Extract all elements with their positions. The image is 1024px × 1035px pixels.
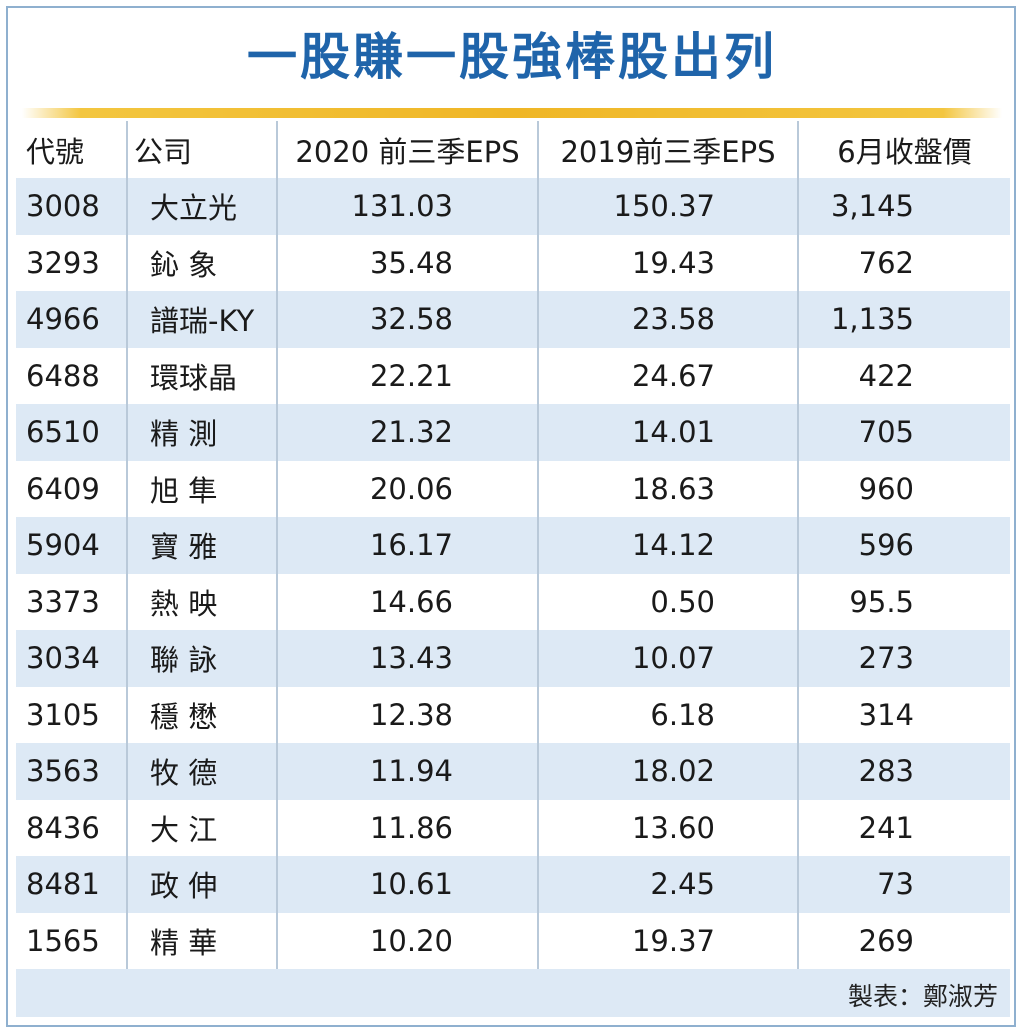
cell-price: 241 — [798, 799, 1010, 856]
cell-eps2020: 16.17 — [277, 517, 539, 574]
cell-eps2020: 14.66 — [277, 573, 539, 630]
cell-company: 熱 映 — [127, 573, 278, 630]
cell-eps2019: 18.63 — [538, 460, 799, 517]
cell-eps2020: 13.43 — [277, 630, 539, 687]
cell-eps2020: 131.03 — [277, 178, 539, 235]
title-underline — [22, 108, 1002, 118]
cell-eps2019: 24.67 — [538, 347, 799, 404]
table-row: 5904 寶 雅 16.17 14.12 596 — [16, 517, 1010, 574]
cell-eps2019: 150.37 — [538, 178, 799, 235]
cell-code: 6488 — [16, 347, 128, 404]
cell-eps2019: 6.18 — [538, 686, 799, 743]
cell-code: 3293 — [16, 234, 128, 291]
cell-company: 大 江 — [127, 799, 278, 856]
table-row: 3373 熱 映 14.66 0.50 95.5 — [16, 573, 1010, 630]
col-header-eps2019: 2019前三季EPS — [538, 121, 799, 178]
table-row: 8481 政 伸 10.61 2.45 73 — [16, 856, 1010, 913]
col-header-code: 代號 — [16, 121, 128, 178]
table-row: 3563 牧 德 11.94 18.02 283 — [16, 743, 1010, 800]
table-row: 3293 鈊 象 35.48 19.43 762 — [16, 234, 1010, 291]
cell-eps2020: 21.32 — [277, 404, 539, 461]
cell-eps2019: 10.07 — [538, 630, 799, 687]
cell-company: 穩 懋 — [127, 686, 278, 743]
table-row: 3105 穩 懋 12.38 6.18 314 — [16, 686, 1010, 743]
cell-code: 3563 — [16, 743, 128, 800]
cell-eps2019: 23.58 — [538, 291, 799, 348]
credit-text: 製表：鄭淑芳 — [847, 982, 998, 1011]
cell-company: 精 測 — [127, 404, 278, 461]
cell-eps2020: 10.61 — [277, 856, 539, 913]
cell-eps2019: 18.02 — [538, 743, 799, 800]
cell-eps2020: 11.86 — [277, 799, 539, 856]
cell-code: 3105 — [16, 686, 128, 743]
cell-code: 8436 — [16, 799, 128, 856]
cell-code: 5904 — [16, 517, 128, 574]
col-header-price: 6月收盤價 — [837, 134, 972, 169]
cell-price: 273 — [798, 630, 1010, 687]
cell-price: 269 — [798, 912, 1010, 969]
table-row: 6409 旭 隼 20.06 18.63 960 — [16, 460, 1010, 517]
cell-price: 95.5 — [798, 573, 1010, 630]
cell-company: 精 華 — [127, 912, 278, 969]
cell-eps2019: 19.43 — [538, 234, 799, 291]
table-row: 8436 大 江 11.86 13.60 241 — [16, 799, 1010, 856]
cell-code: 1565 — [16, 912, 128, 969]
table-row: 4966 譜瑞-KY 32.58 23.58 1,135 — [16, 291, 1010, 348]
page-title: 一股賺一股強棒股出列 — [247, 28, 777, 86]
cell-code: 6510 — [16, 404, 128, 461]
cell-eps2020: 20.06 — [277, 460, 539, 517]
cell-price: 1,135 — [798, 291, 1010, 348]
cell-price: 314 — [798, 686, 1010, 743]
cell-company: 譜瑞-KY — [127, 291, 278, 348]
table-row: 6510 精 測 21.32 14.01 705 — [16, 404, 1010, 461]
eps-table: 代號 公司 2020 前三季EPS 2019前三季EPS 6月收盤價 3008 大… — [16, 121, 1010, 969]
table-row: 1565 精 華 10.20 19.37 269 — [16, 912, 1010, 969]
footer-bar — [16, 969, 1010, 1017]
cell-company: 環球晶 — [127, 347, 278, 404]
cell-eps2020: 11.94 — [277, 743, 539, 800]
col-header-company: 公司 — [127, 121, 278, 178]
cell-company: 政 伸 — [127, 856, 278, 913]
cell-company: 聯 詠 — [127, 630, 278, 687]
cell-company: 大立光 — [127, 178, 278, 235]
cell-eps2020: 10.20 — [277, 912, 539, 969]
cell-price: 596 — [798, 517, 1010, 574]
cell-code: 6409 — [16, 460, 128, 517]
cell-code: 4966 — [16, 291, 128, 348]
cell-price: 283 — [798, 743, 1010, 800]
cell-code: 8481 — [16, 856, 128, 913]
cell-price: 73 — [798, 856, 1010, 913]
table-row: 6488 環球晶 22.21 24.67 422 — [16, 347, 1010, 404]
col-header-eps2020: 2020 前三季EPS — [277, 121, 539, 178]
cell-code: 3034 — [16, 630, 128, 687]
cell-company: 鈊 象 — [127, 234, 278, 291]
table-row: 3008 大立光 131.03 150.37 3,145 — [16, 178, 1010, 235]
cell-price: 422 — [798, 347, 1010, 404]
cell-price: 762 — [798, 234, 1010, 291]
cell-eps2020: 35.48 — [277, 234, 539, 291]
cell-code: 3373 — [16, 573, 128, 630]
cell-code: 3008 — [16, 178, 128, 235]
cell-company: 寶 雅 — [127, 517, 278, 574]
cell-eps2019: 0.50 — [538, 573, 799, 630]
cell-eps2020: 32.58 — [277, 291, 539, 348]
cell-company: 牧 德 — [127, 743, 278, 800]
cell-price: 3,145 — [798, 178, 1010, 235]
cell-eps2019: 14.01 — [538, 404, 799, 461]
cell-eps2020: 22.21 — [277, 347, 539, 404]
cell-eps2019: 13.60 — [538, 799, 799, 856]
cell-eps2020: 12.38 — [277, 686, 539, 743]
header-row: 代號 公司 2020 前三季EPS 2019前三季EPS 6月收盤價 — [16, 121, 1010, 178]
cell-price: 705 — [798, 404, 1010, 461]
cell-eps2019: 2.45 — [538, 856, 799, 913]
cell-eps2019: 14.12 — [538, 517, 799, 574]
cell-eps2019: 19.37 — [538, 912, 799, 969]
cell-company: 旭 隼 — [127, 460, 278, 517]
table-row: 3034 聯 詠 13.43 10.07 273 — [16, 630, 1010, 687]
cell-price: 960 — [798, 460, 1010, 517]
